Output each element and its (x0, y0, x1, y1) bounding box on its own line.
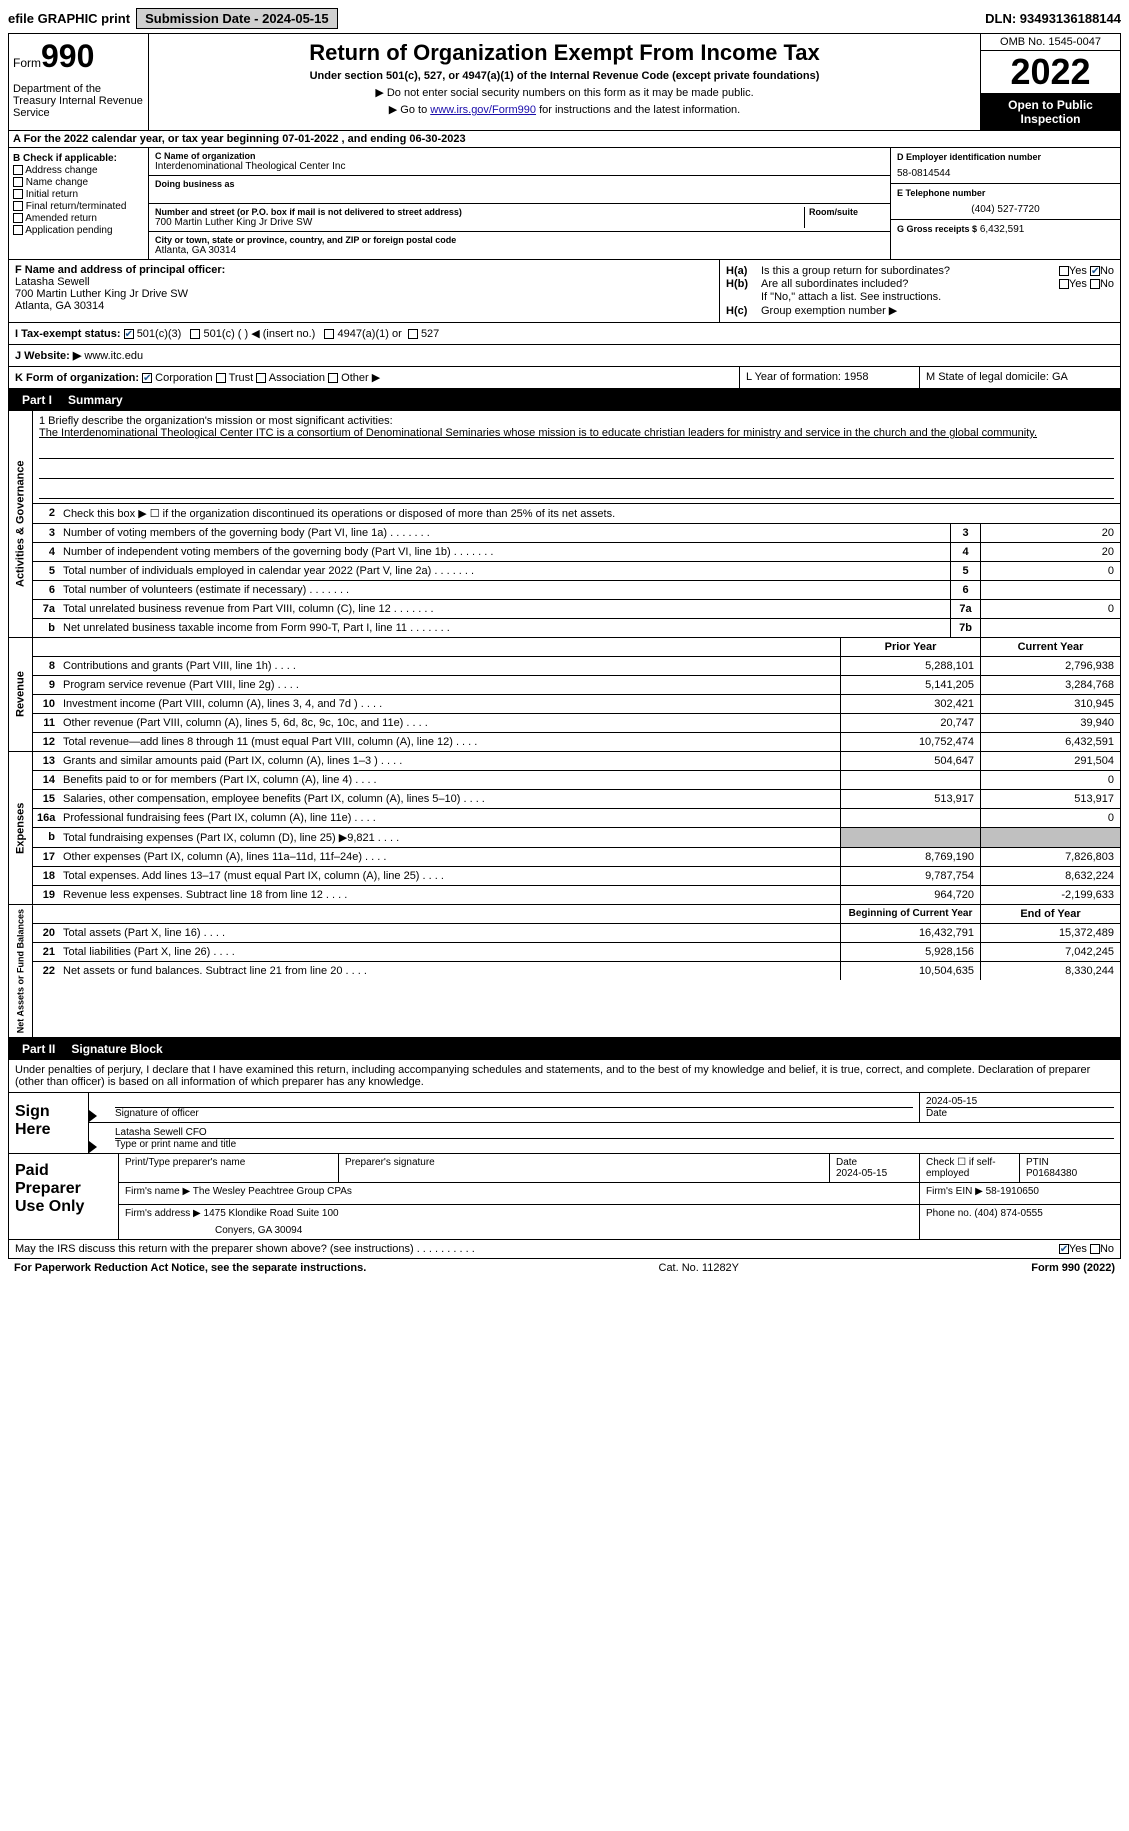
form-subtitle: Under section 501(c), 527, or 4947(a)(1)… (153, 70, 976, 82)
chk-amended[interactable] (13, 213, 23, 223)
side-revenue: Revenue (9, 638, 33, 751)
chk-name[interactable] (13, 177, 23, 187)
side-netassets: Net Assets or Fund Balances (9, 905, 33, 1037)
chk-501c3[interactable] (124, 329, 134, 339)
telephone: (404) 527-7720 (897, 204, 1114, 215)
website: www.itc.edu (84, 350, 143, 362)
chk-initial[interactable] (13, 189, 23, 199)
org-name: Interdenominational Theological Center I… (155, 161, 884, 172)
footer: For Paperwork Reduction Act Notice, see … (8, 1259, 1121, 1277)
note-1: ▶ Do not enter social security numbers o… (153, 86, 976, 99)
row-i: I Tax-exempt status: 501(c)(3) 501(c) ( … (8, 323, 1121, 345)
top-bar: efile GRAPHIC print Submission Date - 20… (8, 8, 1121, 29)
chk-527[interactable] (408, 329, 418, 339)
col-d: D Employer identification number 58-0814… (890, 148, 1120, 259)
paid-preparer: Paid Preparer Use Only Print/Type prepar… (8, 1154, 1121, 1240)
gross-receipts: 6,432,591 (980, 224, 1025, 235)
col-b: B Check if applicable: Address change Na… (9, 148, 149, 259)
chk-hb-no[interactable] (1090, 279, 1100, 289)
chk-assoc[interactable] (256, 373, 266, 383)
omb-number: OMB No. 1545-0047 (981, 34, 1120, 51)
year-formation: L Year of formation: 1958 (740, 367, 920, 388)
irs-link[interactable]: www.irs.gov/Form990 (430, 104, 536, 116)
open-public: Open to Public Inspection (981, 94, 1120, 130)
part1-header: Part I Summary (8, 389, 1121, 411)
dln: DLN: 93493136188144 (985, 11, 1121, 26)
mission: 1 Briefly describe the organization's mi… (33, 411, 1120, 504)
chk-corp[interactable] (142, 373, 152, 383)
efile-label: efile GRAPHIC print (8, 11, 130, 26)
form-number: 990 (41, 38, 94, 74)
chk-discuss-yes[interactable] (1059, 1244, 1069, 1254)
tax-year: 2022 (981, 51, 1120, 94)
side-expenses: Expenses (9, 752, 33, 904)
chk-501c[interactable] (190, 329, 200, 339)
org-address: 700 Martin Luther King Jr Drive SW (155, 217, 804, 228)
col-c: C Name of organization Interdenomination… (149, 148, 890, 259)
ptin: P01684380 (1026, 1168, 1114, 1179)
form-title: Return of Organization Exempt From Incom… (153, 40, 976, 66)
side-activities: Activities & Governance (9, 411, 33, 637)
irs-discuss: May the IRS discuss this return with the… (8, 1240, 1121, 1259)
chk-hb-yes[interactable] (1059, 279, 1069, 289)
chk-discuss-no[interactable] (1090, 1244, 1100, 1254)
firm-addr: 1475 Klondike Road Suite 100 (204, 1208, 339, 1219)
sign-here: Sign Here Signature of officer 2024-05-1… (8, 1093, 1121, 1154)
row-kl: K Form of organization: Corporation Trus… (8, 367, 1121, 389)
officer-name: Latasha Sewell (15, 276, 713, 288)
firm-name: The Wesley Peachtree Group CPAs (193, 1186, 352, 1197)
declaration: Under penalties of perjury, I declare th… (8, 1060, 1121, 1093)
submission-date: Submission Date - 2024-05-15 (136, 8, 338, 29)
chk-pending[interactable] (13, 225, 23, 235)
form-prefix: Form (13, 56, 41, 70)
firm-phone: (404) 874-0555 (974, 1208, 1042, 1219)
dept-label: Department of the Treasury Internal Reve… (13, 83, 144, 119)
chk-other[interactable] (328, 373, 338, 383)
section-bc: B Check if applicable: Address change Na… (8, 148, 1121, 260)
part2-header: Part II Signature Block (8, 1038, 1121, 1060)
chk-4947[interactable] (324, 329, 334, 339)
row-j: J Website: ▶ www.itc.edu (8, 345, 1121, 367)
firm-ein: 58-1910650 (986, 1186, 1039, 1197)
chk-trust[interactable] (216, 373, 226, 383)
section-fh: F Name and address of principal officer:… (8, 260, 1121, 323)
chk-address[interactable] (13, 165, 23, 175)
chk-final[interactable] (13, 201, 23, 211)
officer-sig-name: Latasha Sewell CFO (115, 1127, 1114, 1138)
form-header: Form990 Department of the Treasury Inter… (8, 33, 1121, 131)
chk-ha-no[interactable] (1090, 266, 1100, 276)
note-2: ▶ Go to www.irs.gov/Form990 for instruct… (153, 103, 976, 116)
chk-ha-yes[interactable] (1059, 266, 1069, 276)
state-domicile: M State of legal domicile: GA (920, 367, 1120, 388)
org-city: Atlanta, GA 30314 (155, 245, 884, 256)
ein: 58-0814544 (897, 168, 1114, 179)
row-a: A For the 2022 calendar year, or tax yea… (8, 131, 1121, 148)
